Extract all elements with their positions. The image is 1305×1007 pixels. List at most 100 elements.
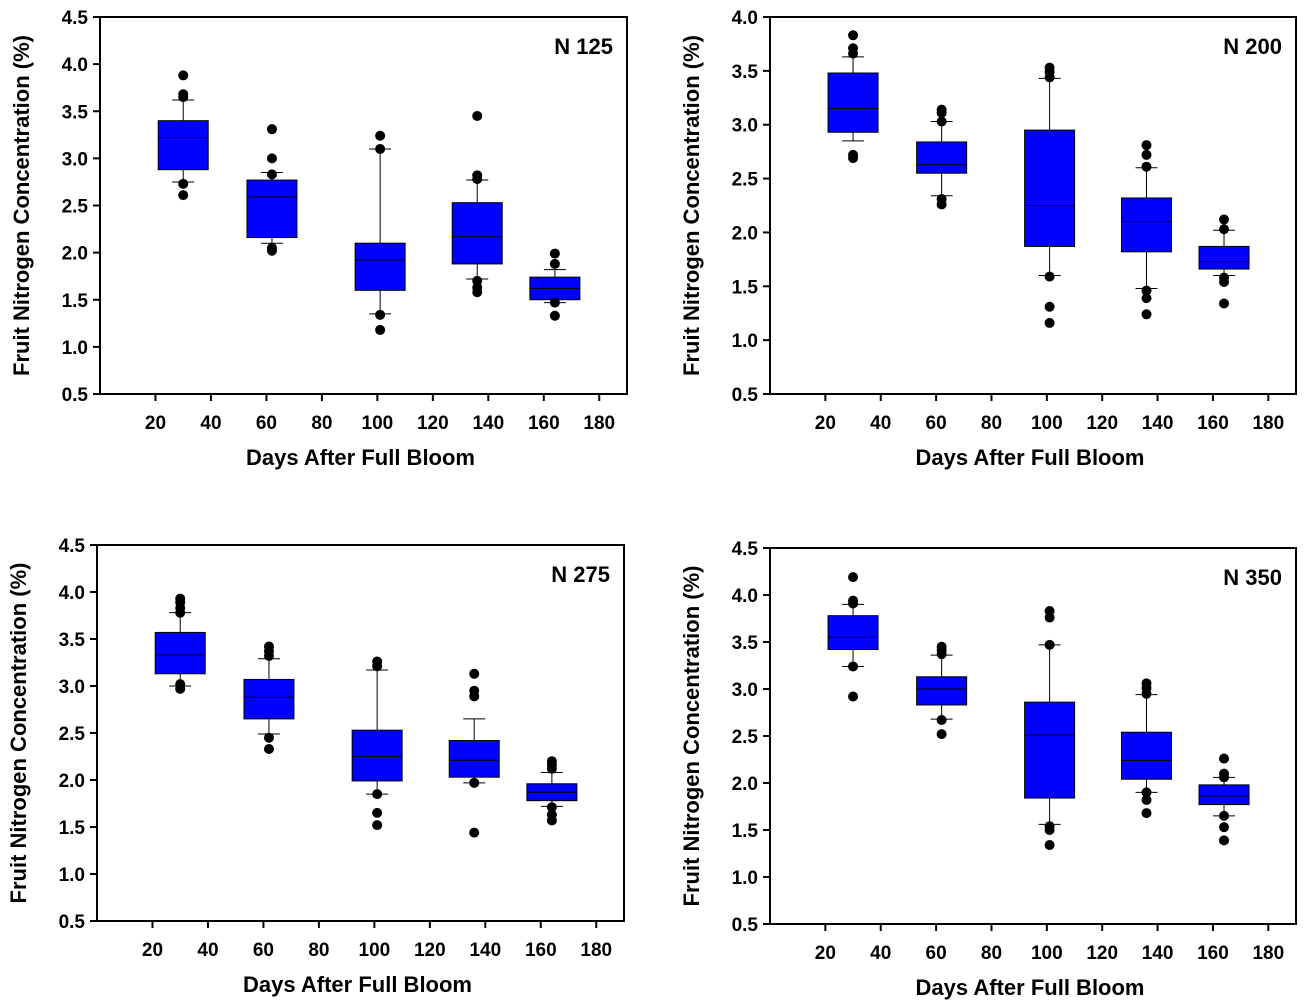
outlier-point — [178, 89, 189, 100]
outlier-point — [936, 715, 947, 726]
outlier-point — [1219, 822, 1230, 833]
outlier-point — [549, 248, 560, 259]
box-iqr — [1024, 129, 1076, 247]
outlier-point — [936, 116, 947, 127]
y-tick-label: 1.0 — [59, 865, 85, 886]
outlier-point — [178, 178, 189, 189]
outlier-point — [1219, 298, 1230, 309]
y-tick-label: 2.5 — [732, 170, 759, 191]
x-tick-label: 140 — [469, 940, 501, 961]
box-group — [246, 124, 298, 256]
outlier-point — [1044, 639, 1055, 650]
box-iqr — [1198, 245, 1250, 270]
y-tick-label: 4.5 — [59, 536, 86, 557]
outlier-point — [1044, 821, 1055, 832]
box-group — [827, 572, 879, 702]
y-axis-title: Fruit Nitrogen Concentration (%) — [679, 35, 704, 376]
panel-title: N 275 — [551, 562, 610, 587]
x-tick-label: 140 — [1142, 943, 1174, 964]
y-tick-label: 0.5 — [62, 385, 89, 406]
outlier-point — [936, 104, 947, 115]
outlier-point — [1044, 62, 1055, 73]
outlier-point — [848, 30, 859, 41]
box-iqr — [1024, 701, 1076, 799]
x-tick-label: 100 — [1031, 413, 1063, 434]
y-tick-label: 3.5 — [732, 633, 759, 654]
y-tick-label: 1.0 — [732, 868, 758, 889]
x-tick-label: 60 — [926, 943, 947, 964]
y-tick-label: 3.0 — [62, 149, 88, 170]
outlier-point — [1219, 810, 1230, 821]
y-tick-label: 4.0 — [732, 586, 758, 607]
y-tick-label: 1.5 — [732, 821, 759, 842]
y-tick-label: 1.5 — [732, 277, 759, 298]
box-group — [529, 248, 581, 321]
x-tick-label: 100 — [1031, 943, 1063, 964]
outlier-point — [848, 691, 859, 702]
x-tick-label: 180 — [1252, 413, 1284, 434]
panel-title: N 350 — [1223, 565, 1282, 590]
y-tick-label: 3.0 — [732, 680, 758, 701]
x-axis-title: Days After Full Bloom — [916, 445, 1145, 470]
y-tick-label: 4.0 — [59, 583, 85, 604]
x-tick-label: 20 — [142, 940, 163, 961]
axis-ticks: 0.5 1.0 1.5 2.0 2.5 3.0 3.5 4.0 4.5 20 40 60 80 100 12… — [62, 8, 616, 434]
chart-panel-n200: N 200 Fruit Nitrogen Concentration (%) D… — [679, 8, 1297, 470]
x-tick-label: 80 — [311, 413, 332, 434]
outlier-point — [1044, 301, 1055, 312]
box-group — [451, 110, 503, 298]
outlier-point — [546, 809, 557, 820]
x-tick-label: 40 — [200, 413, 221, 434]
y-tick-label: 4.0 — [732, 8, 758, 29]
outlier-point — [375, 324, 386, 335]
box-iqr — [354, 242, 406, 291]
y-tick-label: 3.5 — [59, 630, 86, 651]
y-tick-label: 2.0 — [59, 771, 85, 792]
y-tick-label: 2.0 — [732, 223, 758, 244]
box-iqr — [157, 120, 209, 171]
y-tick-label: 2.0 — [62, 244, 88, 265]
x-tick-label: 140 — [472, 413, 504, 434]
outlier-point — [472, 170, 483, 181]
y-tick-label: 1.5 — [59, 818, 86, 839]
outlier-point — [549, 258, 560, 269]
y-tick-label: 3.5 — [62, 102, 89, 123]
outlier-point — [1044, 840, 1055, 851]
x-tick-label: 60 — [256, 413, 277, 434]
y-tick-label: 0.5 — [732, 385, 759, 406]
outlier-point — [178, 70, 189, 81]
box-group — [1024, 62, 1076, 328]
box-marks — [827, 30, 1250, 328]
outlier-point — [1044, 271, 1055, 282]
outlier-point — [175, 593, 186, 604]
box-group — [916, 104, 968, 210]
outlier-point — [263, 641, 274, 652]
outlier-point — [1219, 214, 1230, 225]
box-group — [157, 70, 209, 201]
outlier-point — [848, 661, 859, 672]
panel-title: N 200 — [1223, 34, 1282, 59]
outlier-point — [848, 149, 859, 160]
outlier-point — [546, 802, 557, 813]
box-group — [448, 668, 500, 838]
box-iqr — [451, 202, 503, 265]
outlier-point — [1141, 293, 1152, 304]
box-group — [1121, 140, 1173, 320]
y-tick-label: 4.0 — [62, 55, 88, 76]
outlier-point — [1141, 794, 1152, 805]
x-tick-label: 20 — [815, 413, 836, 434]
box-iqr — [243, 678, 295, 720]
outlier-point — [178, 190, 189, 201]
outlier-point — [175, 679, 186, 690]
outlier-point — [1141, 161, 1152, 172]
x-tick-label: 180 — [580, 940, 612, 961]
chart-panel-n350: N 350 Fruit Nitrogen Concentration (%) D… — [679, 539, 1297, 1000]
y-tick-label: 1.0 — [732, 331, 758, 352]
box-group — [354, 130, 406, 335]
x-tick-label: 120 — [417, 413, 449, 434]
outlier-point — [1044, 605, 1055, 616]
outlier-point — [936, 729, 947, 740]
outlier-point — [1141, 678, 1152, 689]
y-tick-label: 3.0 — [59, 677, 85, 698]
x-tick-label: 180 — [583, 413, 615, 434]
